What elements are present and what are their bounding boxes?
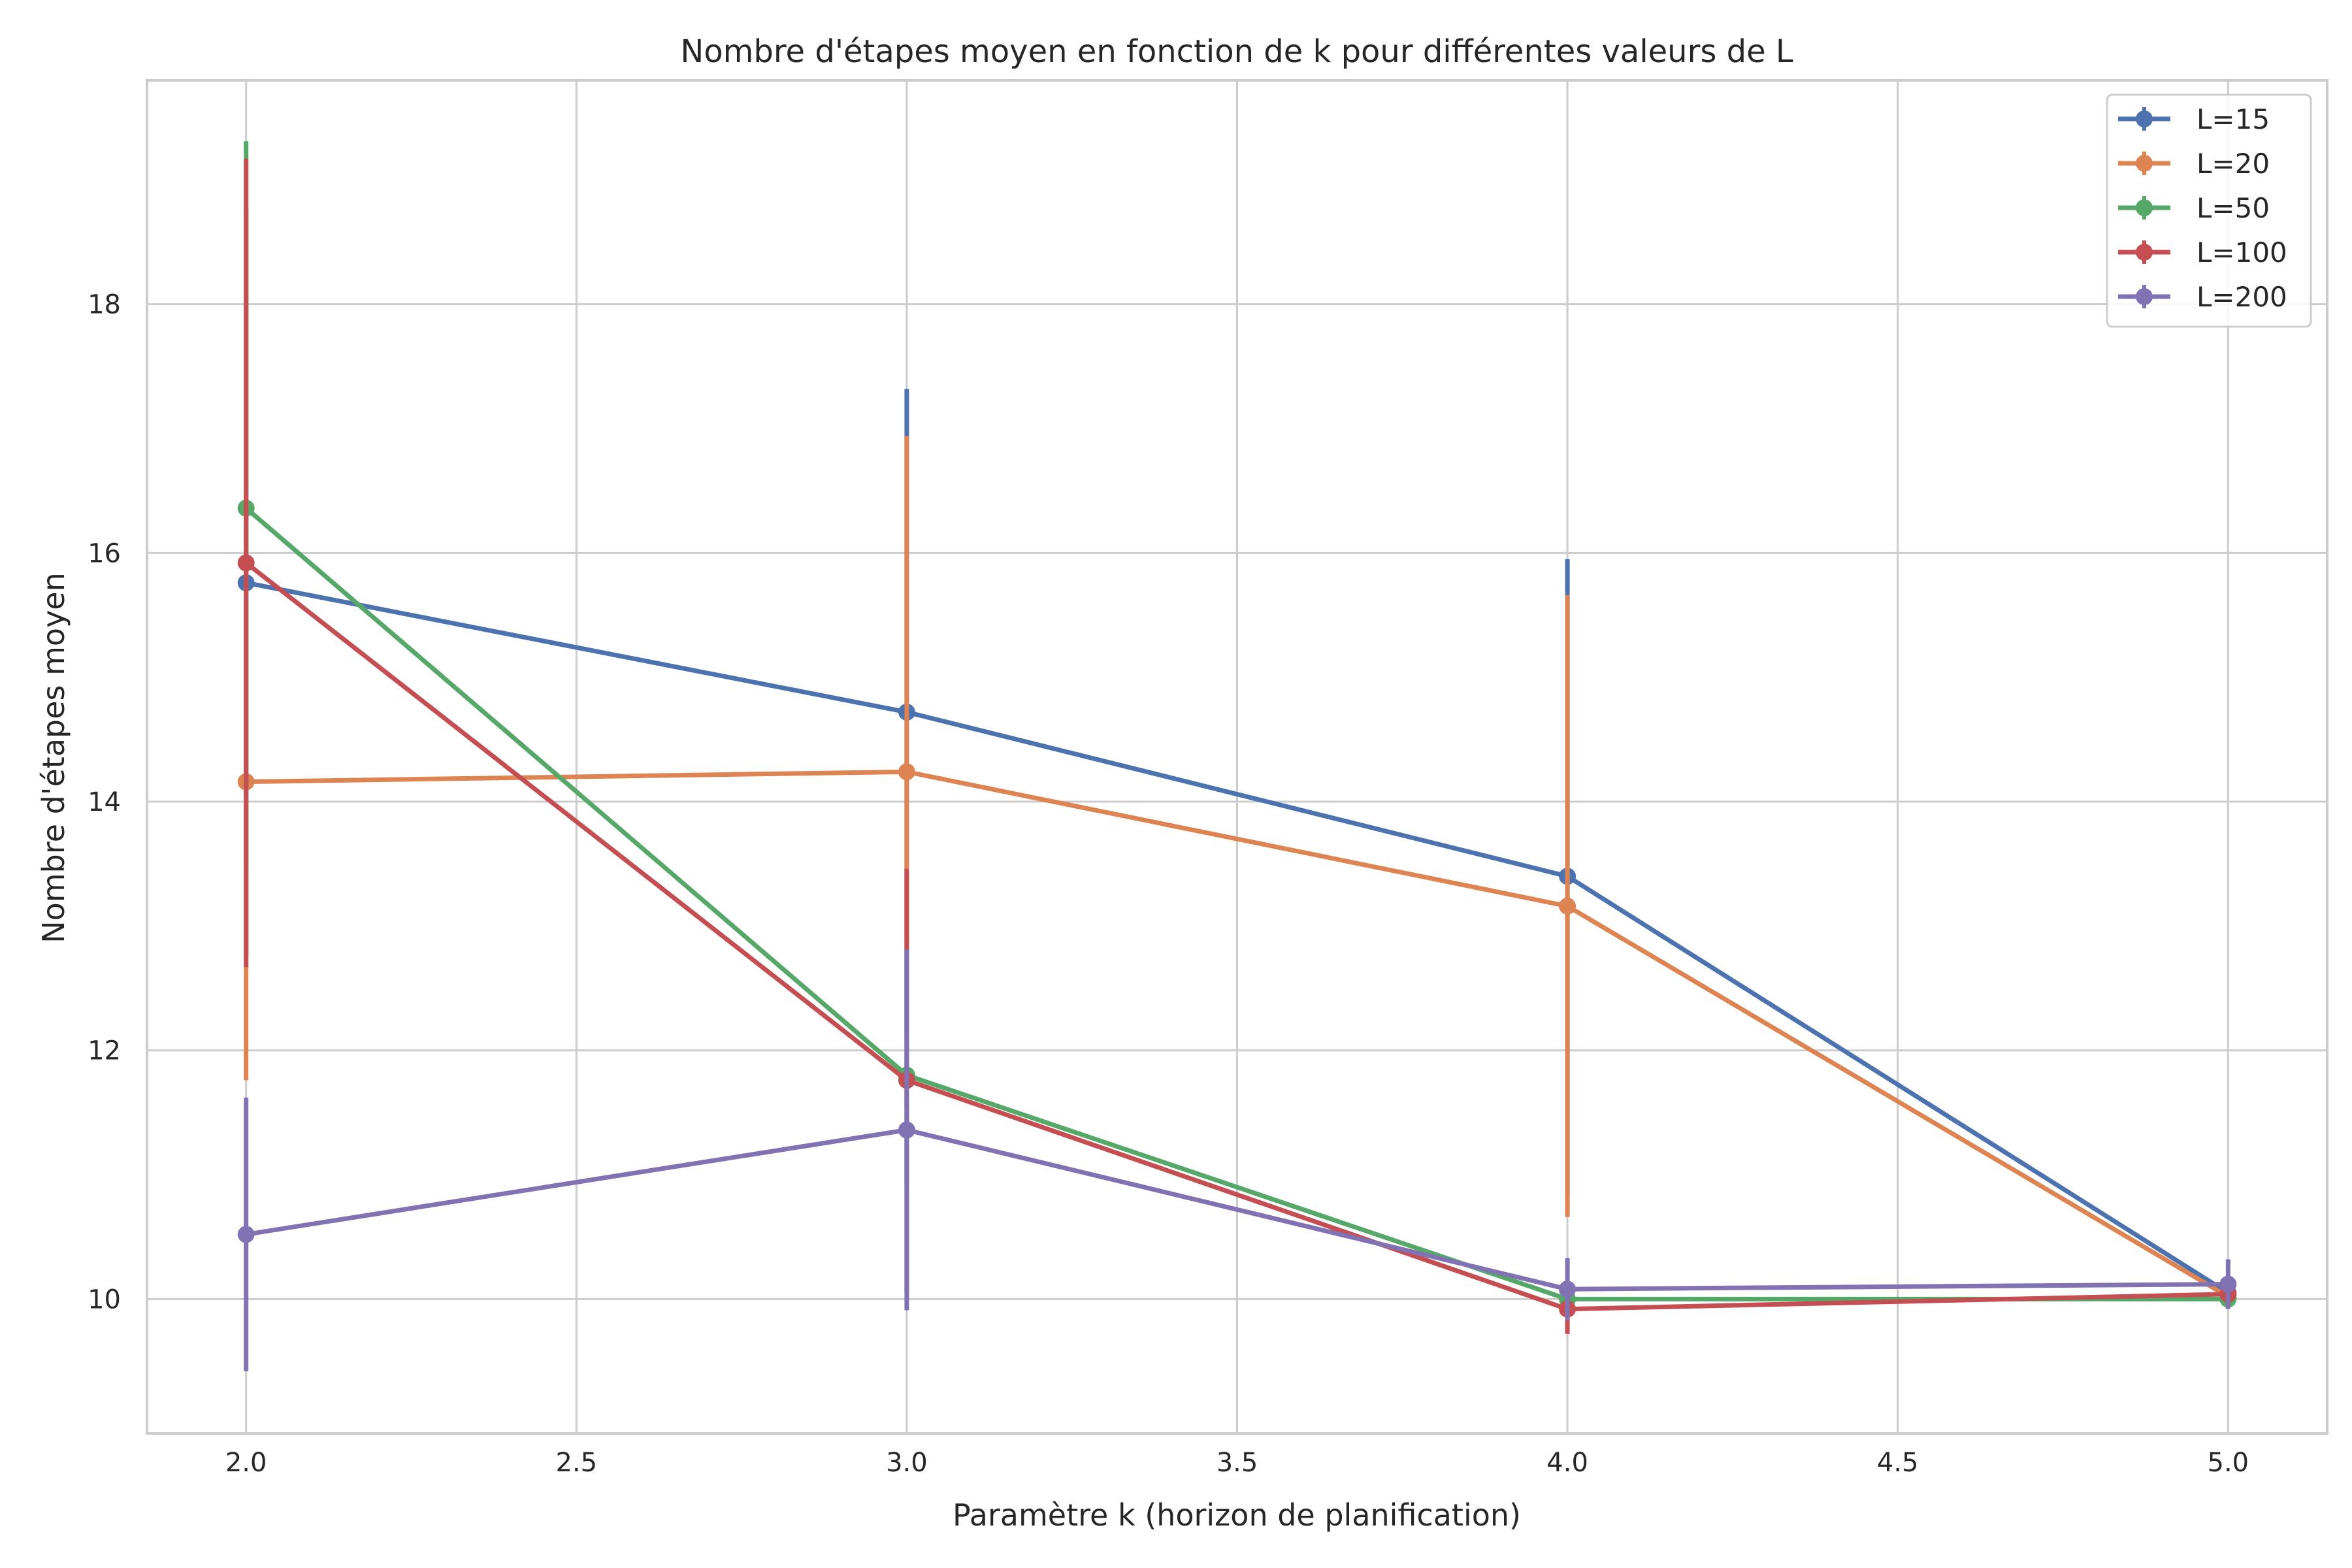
- series-line: [244, 506, 2229, 1301]
- x-tick-label: 3.5: [1217, 1448, 1258, 1478]
- y-tick-label: 14: [88, 787, 121, 817]
- legend-marker: [2136, 244, 2153, 261]
- plot-frame: [146, 79, 2328, 1435]
- y-tick-label: 12: [88, 1036, 121, 1066]
- data-point: [2219, 1275, 2237, 1293]
- y-tick-labels: 10 12 14 16 18: [88, 290, 121, 1315]
- grid: [147, 80, 2327, 1433]
- data-point: [1559, 1281, 1576, 1298]
- legend-marker: [2136, 155, 2153, 172]
- x-tick-label: 3.0: [886, 1448, 928, 1478]
- series-line: [246, 1128, 2229, 1292]
- x-tick-label: 4.0: [1546, 1448, 1588, 1478]
- legend-items: L=15 L=20 L=50 L=100 L=200: [2118, 103, 2287, 313]
- series: [237, 141, 2237, 1371]
- y-tick-label: 16: [88, 538, 121, 568]
- legend-label: L=15: [2197, 103, 2270, 135]
- x-tick-labels: 2.0 2.5 3.0 3.5 4.0 4.5 5.0: [225, 1448, 2249, 1478]
- x-tick-label: 2.0: [225, 1448, 267, 1478]
- data-point: [898, 763, 915, 781]
- data-point: [237, 1226, 255, 1243]
- series-L=200: [237, 949, 2237, 1371]
- y-axis-label: Nombre d'étapes moyen: [36, 572, 71, 943]
- x-tick-label: 5.0: [2208, 1448, 2249, 1478]
- legend-marker: [2136, 110, 2153, 127]
- legend-label: L=100: [2197, 237, 2287, 269]
- series-line: [246, 580, 2230, 1295]
- legend: L=15 L=20 L=50 L=100 L=200: [2106, 93, 2312, 328]
- data-point: [898, 1121, 915, 1139]
- data-point: [237, 554, 255, 572]
- legend-marker: [2136, 288, 2153, 305]
- series-line: [244, 561, 2229, 1312]
- data-point: [1559, 897, 1576, 915]
- legend-item: L=50: [2118, 192, 2270, 224]
- legend-label: L=50: [2197, 192, 2270, 224]
- x-tick-label: 2.5: [555, 1448, 597, 1478]
- legend-item: L=15: [2118, 103, 2270, 135]
- x-tick-label: 4.5: [1877, 1448, 1919, 1478]
- legend-item: L=200: [2118, 281, 2287, 313]
- y-tick-label: 10: [88, 1284, 121, 1315]
- legend-item: L=20: [2118, 148, 2270, 180]
- y-tick-label: 18: [88, 290, 121, 320]
- legend-marker: [2136, 199, 2153, 216]
- x-axis-label: Paramètre k (horizon de planification): [953, 1497, 1521, 1533]
- chart-title: Nombre d'étapes moyen en fonction de k p…: [680, 33, 1793, 70]
- legend-label: L=20: [2197, 148, 2270, 180]
- legend-label: L=200: [2197, 281, 2287, 313]
- series-line: [246, 769, 2230, 1299]
- legend-item: L=100: [2118, 237, 2287, 269]
- legend-box: [2106, 93, 2312, 328]
